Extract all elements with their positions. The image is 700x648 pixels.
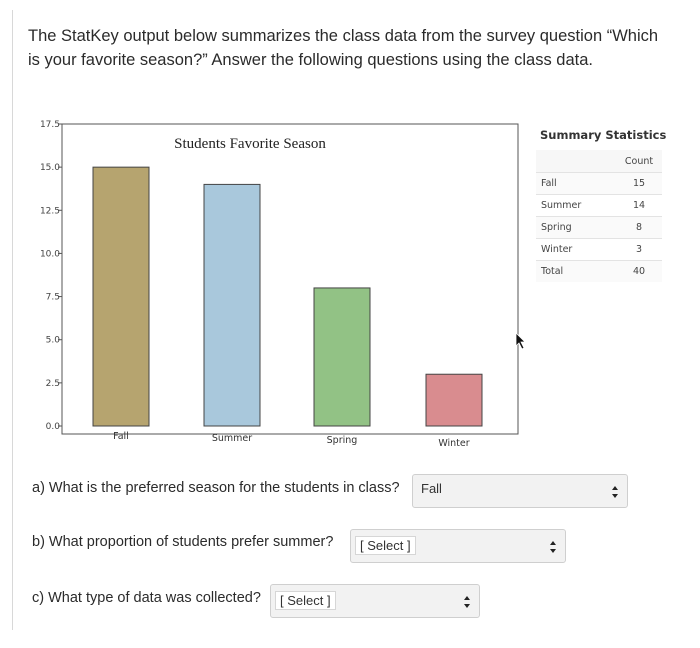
question-b-select[interactable]: [ Select ]	[350, 529, 566, 563]
question-a-text: a) What is the preferred season for the …	[32, 480, 400, 496]
summary-count: 40	[616, 260, 662, 282]
summary-header-row: Count	[536, 150, 662, 173]
bar-spring	[313, 287, 371, 427]
y-tick-label: 2.5	[46, 379, 60, 389]
summary-label: Summer	[536, 194, 616, 217]
x-category-label: Fall	[113, 431, 129, 442]
y-tick-label: 10.0	[40, 249, 60, 259]
summary-row: Summer 14	[536, 194, 662, 217]
mouse-pointer-icon	[515, 332, 526, 350]
bar-fall	[92, 166, 150, 427]
up-down-arrows-icon	[612, 486, 618, 498]
summary-label: Fall	[536, 172, 616, 195]
summary-row: Total 40	[536, 260, 662, 282]
up-down-arrows-icon	[550, 541, 556, 553]
summary-statistics-table: Count Fall 15 Summer 14 Spring 8 Winter …	[536, 150, 662, 282]
summary-row: Spring 8	[536, 216, 662, 239]
y-axis: 0.0 2.5 5.0 7.5 10.0 12.5 15.0 17.5	[40, 120, 62, 432]
summary-label: Total	[536, 260, 616, 282]
y-tick-label: 15.0	[40, 163, 60, 173]
x-category-label: Summer	[212, 433, 252, 444]
summary-row: Winter 3	[536, 238, 662, 261]
question-b-text: b) What proportion of students prefer su…	[32, 534, 334, 550]
summary-count-header: Count	[616, 150, 662, 173]
summary-row: Fall 15	[536, 172, 662, 195]
summary-count: 8	[616, 216, 662, 239]
y-tick-label: 7.5	[46, 293, 60, 303]
summary-statistics-title: Summary Statistics	[540, 128, 667, 142]
question-c-text: c) What type of data was collected?	[32, 590, 261, 606]
question-b-selected-value: [ Select ]	[355, 536, 416, 555]
question-a-select[interactable]: Fall	[412, 474, 628, 508]
question-c-select[interactable]: [ Select ]	[270, 584, 480, 618]
summary-label: Spring	[536, 216, 616, 239]
question-frame	[12, 10, 689, 630]
up-down-arrows-icon	[464, 596, 470, 608]
y-tick-label: 17.5	[40, 120, 60, 130]
x-category-label: Winter	[438, 438, 469, 449]
y-tick-label: 12.5	[40, 206, 60, 216]
summary-count: 14	[616, 194, 662, 217]
question-c-selected-value: [ Select ]	[275, 591, 336, 610]
summary-label: Winter	[536, 238, 616, 261]
bar-summer	[203, 183, 261, 427]
x-axis: Fall Summer Spring Winter	[113, 431, 470, 449]
x-category-label: Spring	[327, 435, 358, 446]
bar-winter	[425, 373, 483, 427]
question-a-selected-value: Fall	[421, 481, 442, 496]
y-tick-label: 0.0	[46, 422, 61, 432]
summary-count: 3	[616, 238, 662, 261]
bars	[92, 166, 483, 427]
intro-text: The StatKey output below summarizes the …	[28, 27, 659, 69]
summary-label-header	[536, 150, 616, 173]
summary-count: 15	[616, 172, 662, 195]
chart-title: Students Favorite Season	[174, 136, 326, 152]
y-tick-label: 5.0	[46, 336, 61, 346]
